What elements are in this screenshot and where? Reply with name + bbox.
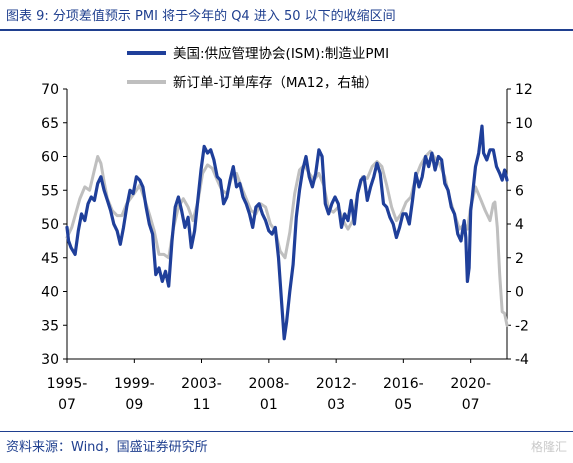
y-left-tick-label: 55 — [41, 183, 59, 199]
x-tick-label-year: 2020- — [450, 376, 491, 392]
series-line-ism-pmi — [65, 124, 509, 341]
axes: 30 35 40 45 50 55 60 65 70 -4 -2 0 2 4 6 8 10 12 1995- 07 19… — [41, 82, 533, 413]
y-right-tick-label: 6 — [515, 183, 524, 199]
y-left-tick-label: 65 — [41, 116, 59, 132]
y-right-tick-label: 2 — [515, 251, 524, 267]
y-left-tick-label: 60 — [41, 150, 59, 166]
title-rule — [0, 29, 573, 31]
y-right-tick-label: -2 — [515, 318, 529, 334]
y-right-tick-label: 4 — [515, 217, 524, 233]
x-tick-label-year: 1995- — [47, 376, 88, 392]
source-note: 资料来源：Wind，国盛证券研究所 — [6, 440, 208, 455]
y-right-tick-label: 8 — [515, 150, 524, 166]
y-right-tick-label: -4 — [515, 352, 529, 368]
x-tick-label-year: 2016- — [383, 376, 424, 392]
x-tick-label-month: 03 — [327, 397, 345, 413]
watermark-logo: 格隆汇 — [530, 440, 567, 454]
y-right-tick-label: 12 — [515, 82, 533, 98]
x-tick-label-year: 2003- — [181, 376, 222, 392]
legend-label: 美国:供应管理协会(ISM):制造业PMI — [173, 45, 389, 62]
x-tick-label-month: 09 — [125, 397, 143, 413]
legend-label: 新订单-订单库存（MA12，右轴） — [173, 75, 378, 91]
figure-title: 图表 9: 分项差值预示 PMI 将于今年的 Q4 进入 50 以下的收缩区间 — [6, 9, 396, 24]
legend: 美国:供应管理协会(ISM):制造业PMI 新订单-订单库存（MA12，右轴） — [127, 45, 389, 91]
x-tick-label-month: 01 — [260, 397, 278, 413]
x-tick-label-year: 2012- — [316, 376, 357, 392]
y-left-tick-label: 70 — [41, 82, 59, 98]
y-left-tick-label: 35 — [41, 318, 59, 334]
x-tick-label-month: 05 — [394, 397, 412, 413]
y-left-tick-label: 50 — [41, 217, 59, 233]
y-right-tick-label: 0 — [515, 285, 524, 301]
y-left-tick-label: 45 — [41, 251, 59, 267]
source-rule — [0, 431, 573, 432]
y-right-tick-label: 10 — [515, 116, 533, 132]
y-left-tick-label: 30 — [41, 352, 59, 368]
series-layer — [65, 124, 509, 341]
x-tick-label-month: 11 — [193, 397, 211, 413]
x-tick-label-month: 07 — [462, 397, 480, 413]
x-tick-label-year: 1999- — [114, 376, 155, 392]
series-line-neworders-inventory — [65, 149, 509, 327]
x-tick-label-year: 2008- — [248, 376, 289, 392]
x-tick-label-month: 07 — [58, 397, 76, 413]
y-left-tick-label: 40 — [41, 285, 59, 301]
